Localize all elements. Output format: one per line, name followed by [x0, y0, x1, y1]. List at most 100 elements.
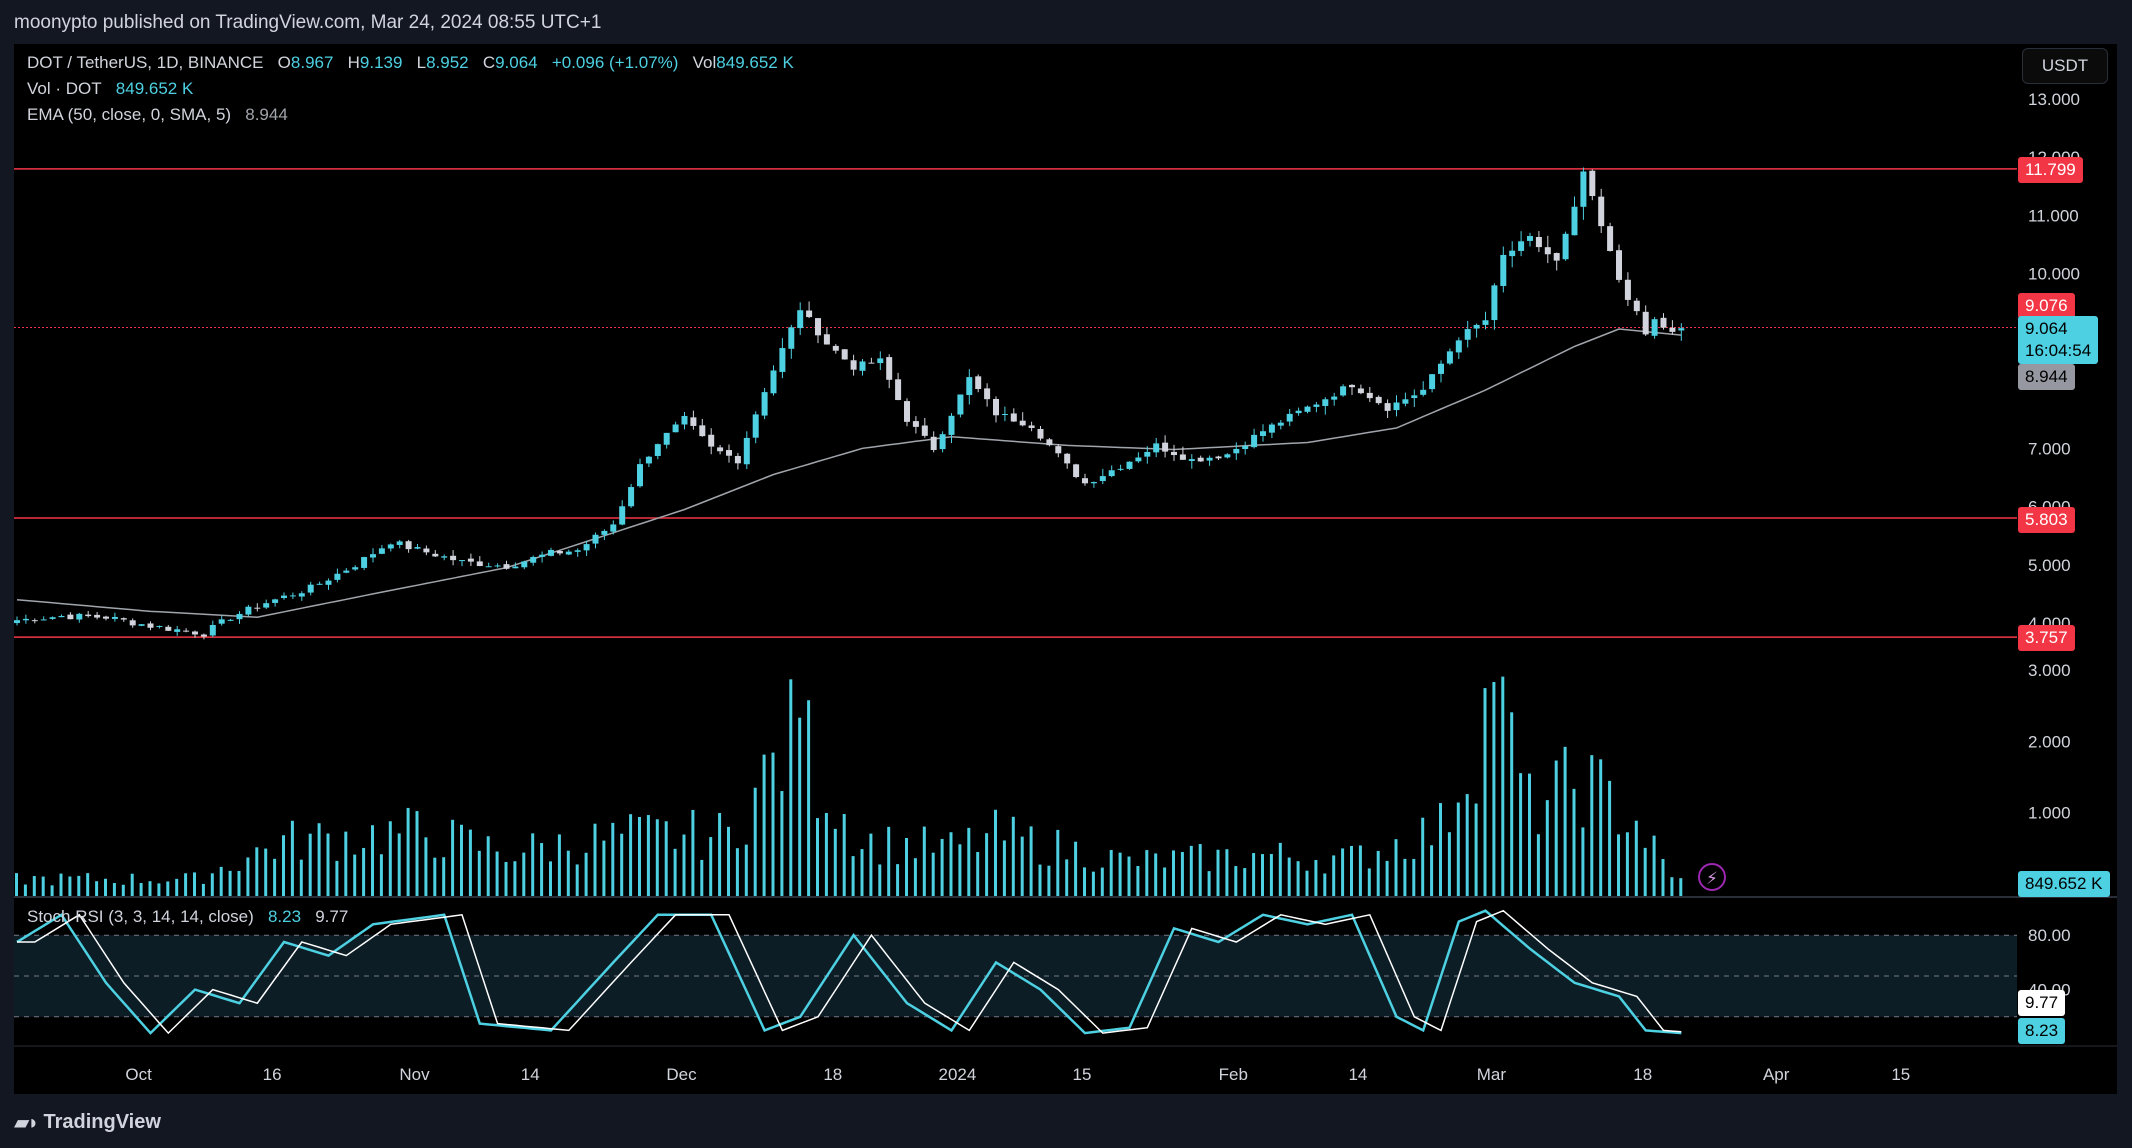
volume-bar — [290, 820, 294, 896]
last-price-badge: 9.064 16:04:54 — [2018, 316, 2099, 364]
volume-bar — [130, 873, 134, 896]
volume-bar — [833, 828, 837, 896]
volume-bar — [1056, 829, 1060, 896]
time-axis-label: 18 — [1633, 1065, 1652, 1084]
volume-axis-tick: 3.000 — [2028, 661, 2071, 680]
candle-down — [1544, 247, 1551, 255]
volume-bar — [682, 834, 686, 896]
candle-up — [743, 437, 750, 465]
volume-bar — [744, 844, 748, 896]
volume-bar — [415, 811, 419, 896]
open-label: O — [277, 53, 291, 72]
volume-bar — [1341, 848, 1345, 896]
candle-up — [1304, 406, 1311, 412]
volume-bar — [1617, 834, 1620, 896]
volume-bar — [1652, 835, 1656, 896]
candle-up — [494, 565, 501, 567]
volume-bar — [1394, 839, 1398, 896]
candle-down — [94, 614, 101, 618]
volume-bar — [1189, 845, 1193, 896]
volume-bar — [371, 825, 374, 896]
candle-up — [245, 606, 252, 615]
volume-bar — [940, 838, 944, 896]
candle-up — [1393, 402, 1400, 411]
volume-bar — [1358, 845, 1362, 896]
volume-bar — [1305, 870, 1309, 896]
candle-down — [708, 434, 715, 447]
volume-bar — [949, 832, 953, 896]
symbol-label[interactable]: DOT / TetherUS, 1D, BINANCE — [27, 53, 264, 72]
volume-bar — [157, 883, 161, 896]
candle-down — [1589, 170, 1596, 197]
candle-up — [138, 624, 145, 626]
volume-bar — [593, 823, 597, 896]
volume-bar — [566, 850, 570, 896]
candle-down — [823, 334, 830, 345]
candle-up — [770, 370, 777, 394]
candle-up — [1295, 410, 1302, 414]
candle-up — [378, 548, 385, 554]
volume-axis-tick: 2.000 — [2028, 732, 2071, 751]
ema-legend: EMA (50, close, 0, SMA, 5) 8.944 — [27, 105, 288, 125]
candle-down — [120, 618, 127, 620]
volume-bar — [1065, 859, 1069, 896]
volume-value-badge: 849.652 K — [2018, 871, 2110, 897]
volume-legend: Vol · DOT 849.652 K — [27, 79, 193, 99]
candle-down — [1633, 300, 1640, 312]
candle-down — [993, 398, 999, 416]
published-caption: moonypto published on TradingView.com, M… — [14, 12, 602, 33]
volume-bar — [1180, 852, 1184, 896]
candle-up — [298, 593, 305, 597]
stoch-rsi-d-line — [17, 909, 1682, 1035]
time-axis-label: Dec — [666, 1065, 697, 1084]
candle-up — [1429, 374, 1436, 390]
candle-down — [868, 362, 875, 364]
volume-bar — [985, 833, 989, 896]
volume-bar — [1083, 867, 1086, 896]
volume-bar — [1554, 760, 1558, 896]
candle-up — [459, 560, 465, 562]
volume-bar — [424, 837, 428, 896]
volume-bar — [1332, 855, 1336, 896]
volume-bar — [326, 833, 330, 896]
candle-up — [1268, 424, 1275, 433]
volume-bar — [1474, 803, 1478, 896]
volume-bar — [1314, 860, 1318, 896]
volume-bar — [709, 837, 713, 896]
volume-bar — [1679, 878, 1683, 896]
candle-down — [503, 564, 510, 569]
candle-up — [592, 534, 599, 544]
volume-bar — [1519, 773, 1523, 896]
volume-bar — [1234, 866, 1238, 896]
volume-bar — [460, 824, 463, 896]
volume-bar — [1136, 866, 1140, 896]
price-axis-tick: 5.000 — [2028, 556, 2071, 575]
volume-indicator-value: 849.652 K — [115, 79, 194, 98]
candle-down — [1064, 453, 1071, 464]
stoch-rsi-d-value: 9.77 — [315, 907, 349, 926]
stoch-rsi-label[interactable]: Stoch RSI (3, 3, 14, 14, close) — [27, 907, 254, 926]
volume-bar — [531, 833, 535, 896]
candle-down — [103, 616, 109, 619]
tradingview-brand[interactable]: ▰◗ TradingView — [14, 1110, 161, 1135]
low-value: 8.952 — [426, 53, 469, 72]
ema-indicator-label[interactable]: EMA (50, close, 0, SMA, 5) — [27, 105, 232, 124]
currency-unit-button[interactable]: USDT — [2022, 48, 2108, 84]
support-level-badge: 5.803 — [2018, 507, 2075, 533]
volume-bar — [646, 815, 650, 896]
tradingview-logo-icon: ▰◗ — [14, 1112, 40, 1134]
volume-bar — [166, 881, 170, 896]
candle-up — [236, 613, 243, 620]
volume-bar — [1323, 873, 1327, 896]
time-axis-label: 15 — [1891, 1065, 1910, 1084]
volume-indicator-label[interactable]: Vol · DOT — [27, 79, 102, 98]
volume-bar — [264, 848, 268, 896]
stoch-rsi-legend: Stoch RSI (3, 3, 14, 14, close) 8.23 9.7… — [27, 907, 348, 927]
ema-value-badge: 8.944 — [2018, 364, 2075, 390]
candle-down — [904, 401, 910, 422]
level-badge-9076: 9.076 — [2018, 293, 2075, 319]
volume-bar — [1198, 844, 1202, 896]
candle-down — [405, 541, 412, 550]
volume-bar — [299, 859, 303, 896]
